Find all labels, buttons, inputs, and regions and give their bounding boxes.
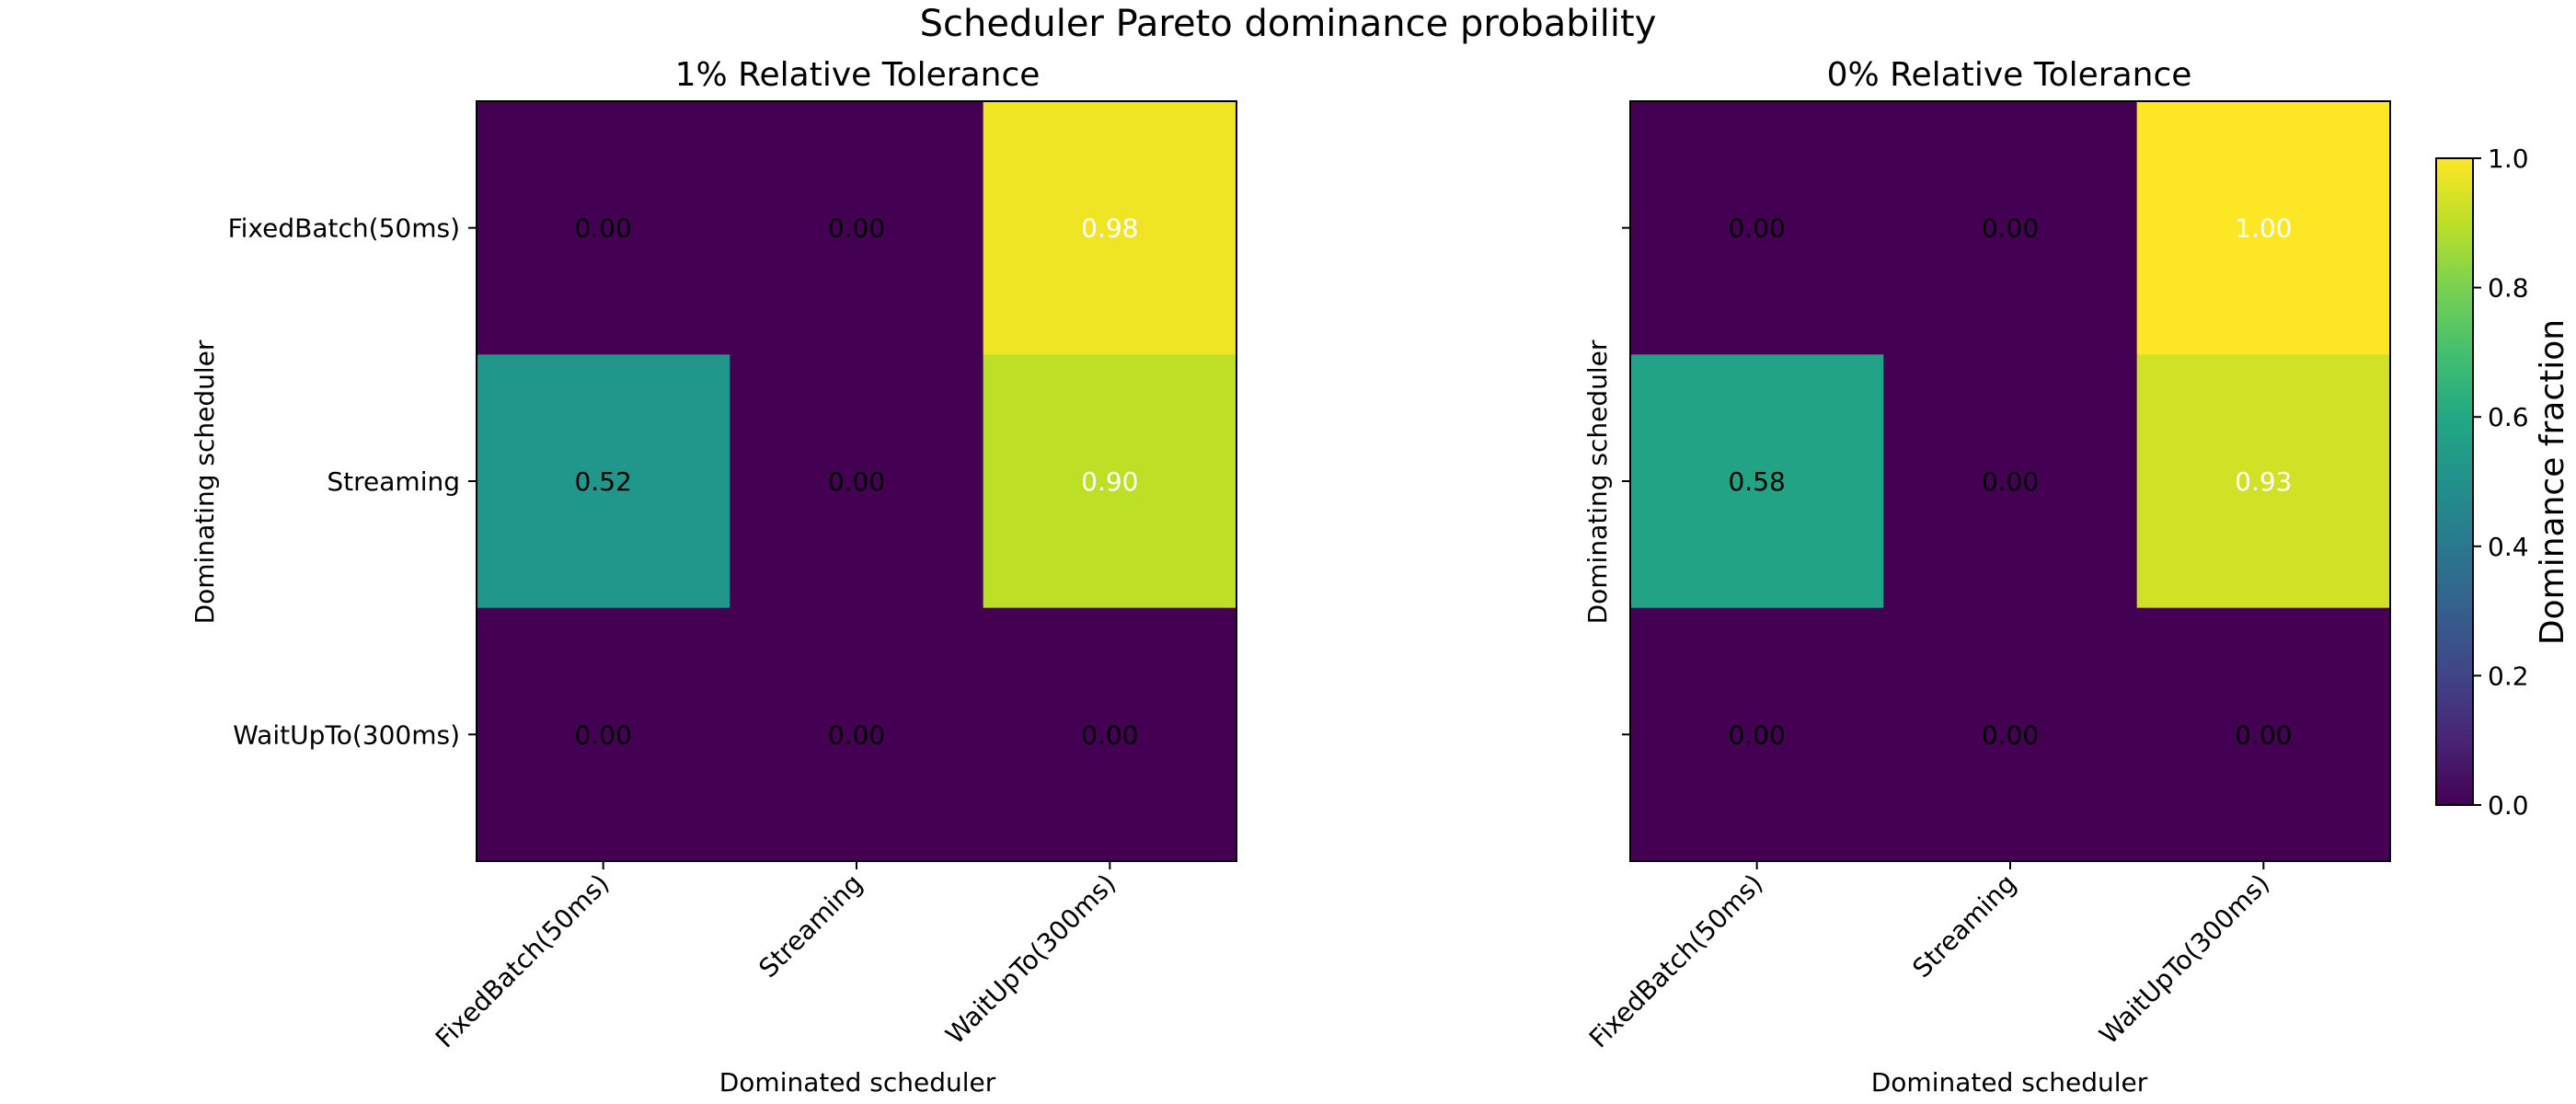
cell-value-label: 0.00 (828, 213, 885, 244)
heatmap-cell (1630, 354, 1884, 609)
colorbar-tick-label: 0.8 (2488, 273, 2529, 304)
heatmap-cell (477, 607, 730, 862)
x-axis-ticks: FixedBatch(50ms) Streaming WaitUpTo(300ms) (1583, 861, 2275, 1053)
colorbar-tick-label: 0.6 (2488, 402, 2529, 432)
heatmap-cell (1883, 354, 2138, 609)
heatmap-cells: 0.00 0.00 0.98 0.52 0.00 0.90 0.00 0.00 0.00 (477, 101, 1237, 862)
colorbar-label: Dominance fraction (2534, 319, 2571, 645)
heatmap-cells: 0.00 0.00 1.00 0.58 0.00 0.93 0.00 0.00 0.00 (1630, 101, 2391, 862)
y-axis-label: Dominating scheduler (1582, 339, 1613, 624)
y-tick-label: Streaming (327, 466, 460, 497)
cell-value-label: 1.00 (2235, 213, 2292, 244)
cell-value-label: 0.52 (574, 466, 631, 497)
cell-value-label: 0.93 (2235, 466, 2292, 497)
colorbar: 0.0 0.2 0.4 0.6 0.8 1.0 Dominance fraction (2435, 144, 2571, 821)
x-tick-label: FixedBatch(50ms) (1583, 868, 1769, 1054)
cell-value-label: 0.00 (1982, 213, 2039, 244)
cell-value-label: 0.00 (828, 466, 885, 497)
x-tick-label: Streaming (1906, 868, 2022, 984)
heatmap-cell (730, 101, 984, 355)
x-tick-label: Streaming (753, 868, 868, 984)
cell-value-label: 0.00 (574, 213, 631, 244)
heatmap-panel-0pct: 0% Relative Tolerance 0.00 0.00 1.000.58 0.… (1582, 56, 2391, 1098)
y-tick-label: FixedBatch(50ms) (228, 213, 460, 244)
colorbar-gradient (2435, 157, 2474, 806)
heatmap-panel-1pct: 1% Relative Tolerance 0.00 0.00 0.980.52 0.… (190, 56, 1237, 1098)
cell-value-label: 0.00 (1982, 466, 2039, 497)
heatmap-cell (2136, 607, 2391, 862)
figure-title: Scheduler Pareto dominance probability (920, 3, 1657, 45)
x-tick-label: WaitUpTo(300ms) (939, 868, 1121, 1051)
heatmap-cell (2136, 101, 2391, 355)
heatmap-cell (983, 354, 1237, 609)
cell-value-label: 0.00 (1728, 719, 1785, 750)
heatmap-cell (477, 101, 730, 355)
cell-value-label: 0.90 (1081, 466, 1138, 497)
heatmap-cell (730, 354, 984, 609)
cell-value-label: 0.00 (574, 719, 631, 750)
heatmap-cell (983, 101, 1237, 355)
y-axis-label: Dominating scheduler (190, 339, 220, 624)
colorbar-tick-label: 0.0 (2488, 790, 2529, 821)
colorbar-tick-label: 0.2 (2488, 661, 2529, 691)
x-axis-label: Dominated scheduler (1871, 1067, 2148, 1098)
y-tick-label: WaitUpTo(300ms) (233, 719, 460, 750)
colorbar-tick-label: 0.4 (2488, 532, 2529, 562)
heatmap-cell (1630, 607, 1884, 862)
y-axis-ticks (1622, 226, 1630, 736)
x-axis-ticks: FixedBatch(50ms) Streaming WaitUpTo(300ms) (430, 861, 1121, 1053)
heatmap-cell (1630, 101, 1884, 355)
colorbar-ticks: 0.0 0.2 0.4 0.6 0.8 1.0 (2473, 144, 2529, 821)
panel-title: 0% Relative Tolerance (1827, 56, 2192, 94)
cell-value-label: 0.00 (2235, 719, 2292, 750)
x-tick-label: FixedBatch(50ms) (430, 868, 615, 1054)
heatmap-cell (1883, 607, 2138, 862)
x-axis-label: Dominated scheduler (719, 1067, 996, 1098)
heatmap-cell (1883, 101, 2138, 355)
heatmap-cell (983, 607, 1237, 862)
heatmap-cell (730, 607, 984, 862)
y-axis-ticks: FixedBatch(50ms) Streaming WaitUpTo(300ms) (228, 213, 477, 750)
cell-value-label: 0.00 (1982, 719, 2039, 750)
cell-value-label: 0.98 (1081, 213, 1138, 244)
colorbar-tick-label: 1.0 (2488, 144, 2529, 174)
cell-value-label: 0.00 (1081, 719, 1138, 750)
cell-value-label: 0.58 (1728, 466, 1785, 497)
x-tick-label: WaitUpTo(300ms) (2093, 868, 2275, 1051)
heatmap-cell (2136, 354, 2391, 609)
heatmap-cell (477, 354, 730, 609)
cell-value-label: 0.00 (1728, 213, 1785, 244)
panel-title: 1% Relative Tolerance (675, 56, 1041, 94)
cell-value-label: 0.00 (828, 719, 885, 750)
